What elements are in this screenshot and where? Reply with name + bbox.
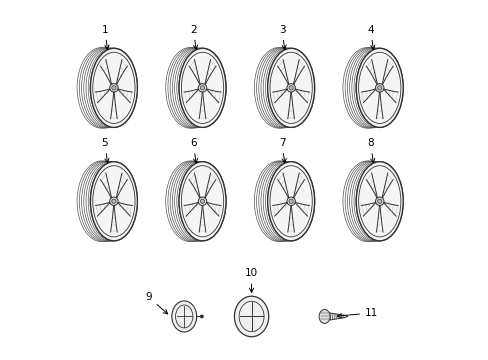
Text: 2: 2 bbox=[190, 25, 197, 49]
Text: 6: 6 bbox=[190, 138, 197, 163]
Ellipse shape bbox=[90, 162, 137, 241]
Circle shape bbox=[198, 84, 206, 92]
Ellipse shape bbox=[171, 301, 196, 332]
Circle shape bbox=[200, 315, 203, 318]
Circle shape bbox=[200, 86, 204, 90]
Circle shape bbox=[198, 197, 206, 206]
Text: 7: 7 bbox=[278, 138, 285, 163]
Circle shape bbox=[112, 199, 116, 203]
Circle shape bbox=[200, 199, 204, 203]
Text: 3: 3 bbox=[278, 25, 285, 49]
Circle shape bbox=[286, 197, 295, 206]
Circle shape bbox=[112, 86, 116, 90]
Text: 9: 9 bbox=[145, 292, 167, 314]
Circle shape bbox=[375, 197, 383, 206]
Circle shape bbox=[288, 199, 293, 203]
Circle shape bbox=[377, 86, 381, 90]
Ellipse shape bbox=[356, 48, 403, 127]
Ellipse shape bbox=[90, 48, 137, 127]
Text: 8: 8 bbox=[366, 138, 374, 163]
Ellipse shape bbox=[234, 296, 268, 337]
Ellipse shape bbox=[356, 162, 403, 241]
Ellipse shape bbox=[179, 162, 225, 241]
Circle shape bbox=[109, 84, 118, 92]
Circle shape bbox=[109, 197, 118, 206]
Circle shape bbox=[286, 84, 295, 92]
Text: 4: 4 bbox=[366, 25, 374, 49]
Circle shape bbox=[375, 84, 383, 92]
Ellipse shape bbox=[319, 310, 329, 323]
Text: 10: 10 bbox=[244, 269, 258, 292]
Circle shape bbox=[288, 86, 293, 90]
Circle shape bbox=[377, 199, 381, 203]
Ellipse shape bbox=[267, 162, 314, 241]
Ellipse shape bbox=[179, 48, 225, 127]
Text: 5: 5 bbox=[101, 138, 109, 163]
Text: 1: 1 bbox=[101, 25, 109, 49]
Ellipse shape bbox=[267, 48, 314, 127]
Text: 11: 11 bbox=[337, 308, 378, 318]
